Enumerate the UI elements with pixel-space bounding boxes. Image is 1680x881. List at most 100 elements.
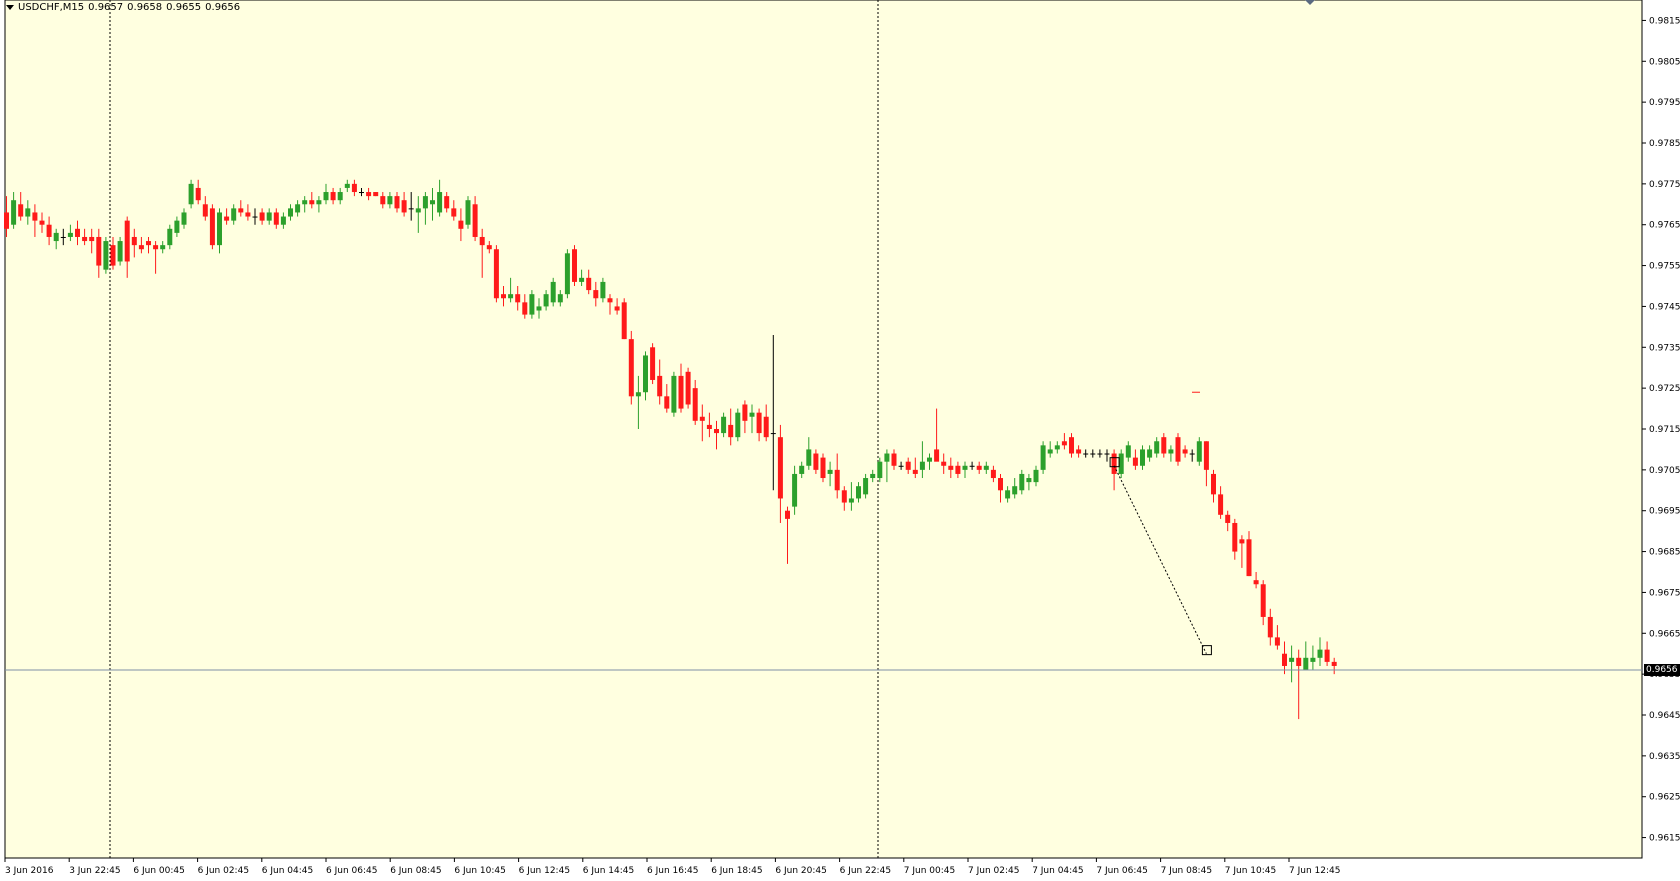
candle-body [742,404,748,421]
candle-body [465,200,471,225]
y-tick-label: 0.9715 [1649,425,1680,435]
candle-body [1253,580,1259,585]
candle-body [96,236,102,266]
candle-body [1054,445,1060,450]
candle-body [1331,661,1337,666]
candle-body [89,236,95,242]
candle-body [912,469,918,474]
candle-body [785,510,790,519]
x-tick-label: 7 Jun 08:45 [1161,866,1212,876]
candle-body [309,200,315,205]
y-tick-label: 0.9785 [1649,139,1680,149]
candle-body [46,224,52,237]
candle-body [1296,657,1302,666]
candle-body [955,465,961,474]
candle-body [422,196,428,209]
candle-body [75,228,80,237]
y-tick-label: 0.9775 [1649,180,1680,190]
candle-body [174,220,180,233]
candle-body [657,375,663,397]
candle-body [323,192,329,201]
y-tick-label: 0.9635 [1649,752,1680,762]
candle-body [408,208,414,210]
candle-body [458,220,464,229]
candle-body [380,196,386,205]
candle-body [621,302,627,340]
candle-body [82,236,88,242]
x-tick-label: 6 Jun 04:45 [262,866,313,876]
candle-body [635,392,641,397]
chart-shift-marker [1305,0,1315,5]
y-tick-label: 0.9805 [1649,57,1680,67]
low-value: 0.9655 [166,2,202,13]
candle-body [1104,453,1110,455]
candle-body [1168,449,1174,454]
candle-body [479,236,485,246]
candle-body [777,437,783,499]
candle-body [579,277,585,282]
candle-body [1203,441,1209,470]
candle-body [728,424,734,438]
candle-body [1147,449,1153,458]
candle-body [1111,453,1117,474]
candle-body [905,461,911,470]
candle-body [394,196,400,209]
y-tick-label: 0.9745 [1649,302,1680,312]
candle-body [820,457,826,479]
x-tick-label: 6 Jun 12:45 [519,866,570,876]
x-tick-label: 7 Jun 02:45 [968,866,1019,876]
x-tick-label: 7 Jun 12:45 [1289,866,1340,876]
candle-body [103,241,109,270]
candle-body [1076,449,1082,454]
trade-marker-close [1201,645,1212,656]
candle-body [1005,490,1011,499]
candle-body [1232,522,1238,552]
candle-body [678,375,684,409]
collapse-triangle-icon[interactable] [6,4,14,10]
candle-body [224,216,230,221]
candle-body [209,208,215,246]
candle-body [387,196,393,205]
candle-body [1324,649,1330,662]
candle-body [231,208,237,221]
candle-body [131,236,137,246]
candle-body [1047,449,1053,454]
y-tick-label: 0.9685 [1649,548,1680,558]
candle-body [522,302,528,315]
candle-body [593,290,599,299]
candle-body [238,208,244,213]
x-tick-label: 6 Jun 16:45 [647,866,698,876]
candle-body [628,339,634,397]
candle-body [217,212,222,246]
candle-body [1282,653,1287,666]
candle-body [437,192,443,213]
candle-body [160,245,166,250]
candle-body [167,228,173,246]
high-value: 0.9658 [127,2,163,13]
candle-body [983,465,989,470]
candle-body [572,249,577,282]
candle-body [699,416,705,421]
candle-body [1132,457,1138,466]
y-tick-label: 0.9755 [1649,262,1680,272]
x-tick-label: 6 Jun 14:45 [583,866,634,876]
candle-body [1317,649,1323,658]
candle-body [898,465,904,467]
x-tick-label: 6 Jun 06:45 [326,866,377,876]
candle-body [1225,514,1231,523]
candle-body [53,232,59,242]
candle-body [721,416,727,434]
candle-body [430,200,435,205]
candle-body [934,449,940,462]
candle-body [259,212,265,221]
candle-body [863,478,869,495]
candle-body [117,241,123,262]
candle-body [415,208,421,213]
candle-body [273,212,279,225]
candle-body [948,465,954,470]
candle-body [1182,449,1188,454]
candle-body [891,453,897,466]
y-tick-label: 0.9695 [1649,507,1680,517]
